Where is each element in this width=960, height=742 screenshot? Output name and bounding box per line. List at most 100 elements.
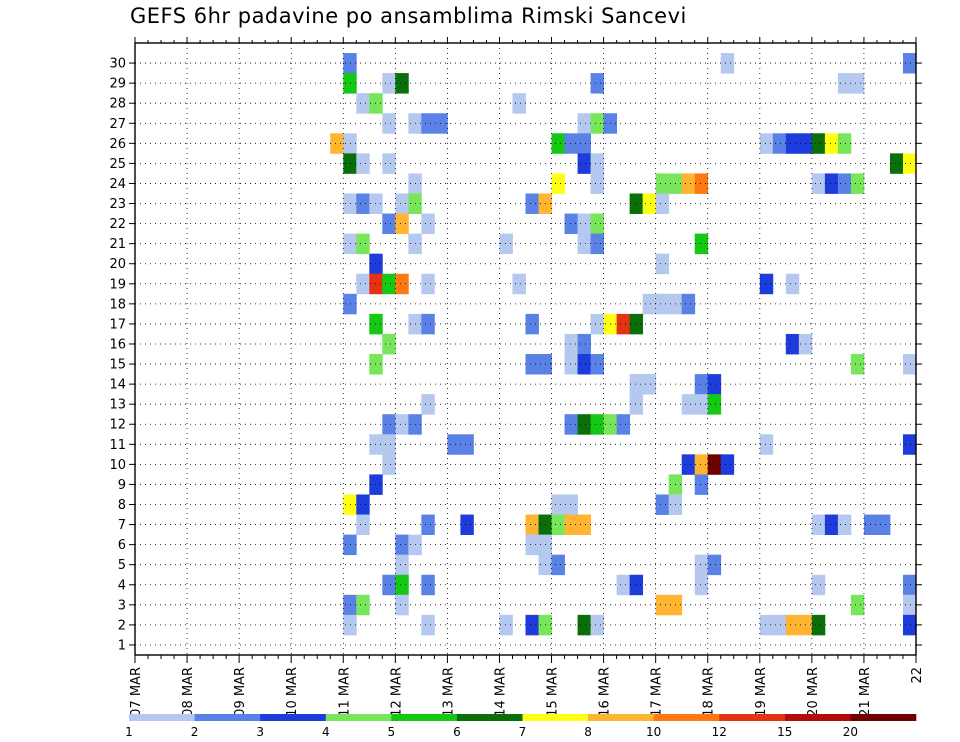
y-tick-label: 19 [109,277,126,292]
heatmap-cell [694,173,709,194]
heatmap-cell [655,193,670,214]
heatmap-cell [681,293,696,315]
heatmap-cell [512,93,526,114]
heatmap-cell [681,173,696,194]
y-tick-label: 16 [109,337,126,352]
heatmap-cell [707,554,722,576]
heatmap-cell [629,193,644,214]
heatmap-cell [694,474,709,495]
heatmap-cell [902,434,917,455]
heatmap-cell [577,414,591,435]
heatmap-cell [343,193,357,214]
heatmap-cell [616,414,631,435]
heatmap-cell [850,73,865,94]
heatmap-cell [655,253,670,275]
y-tick-label: 28 [109,97,126,112]
heatmap-cell [369,313,383,335]
y-tick-label: 30 [109,57,126,72]
y-tick-label: 24 [109,177,126,192]
heatmap-cell [811,574,826,596]
y-tick-label: 1 [118,638,126,653]
heatmap-cell [395,213,409,235]
heatmap-cell [356,193,370,214]
heatmap-cell [616,574,631,596]
heatmap-cell [382,434,396,455]
heatmap-cell [629,574,644,596]
heatmap-cell [902,153,917,174]
legend-label: 15 [777,725,792,739]
heatmap-cell [707,454,722,475]
chart-title: GEFS 6hr padavine po ansamblima Rimski S… [130,4,687,28]
y-tick-label: 27 [109,117,126,132]
y-tick-label: 7 [118,518,126,533]
heatmap-cell [785,614,800,636]
heatmap-cell [642,374,657,395]
heatmap-cell [824,173,839,194]
heatmap-cell [382,333,396,355]
heatmap-cell [382,454,396,475]
heatmap-cell [369,354,383,375]
y-tick-label: 25 [109,157,126,172]
heatmap-cell [655,494,670,515]
heatmap-cell [811,133,826,154]
y-tick-label: 22 [109,217,126,232]
legend-swatch [325,714,392,721]
legend-swatch [522,714,589,721]
heatmap-cell [551,133,565,154]
heatmap-cell [850,173,865,194]
legend-label: 3 [256,725,264,739]
heatmap-cell [525,313,539,335]
y-tick-label: 20 [109,257,126,272]
heatmap-cell [395,594,409,616]
heatmap-cell [577,133,591,154]
x-tick-label: 18 MAR [702,667,717,717]
heatmap-cell [369,434,383,455]
heatmap-cell [590,354,604,375]
heatmap-cell [525,514,539,536]
legend-swatch [850,714,917,721]
heatmap-cell [525,534,539,556]
heatmap-cell [681,394,696,415]
heatmap-cell [525,614,539,636]
heatmap-cell [577,233,591,255]
heatmap-cell [785,133,800,154]
heatmap-cell [421,514,435,536]
x-tick-label: 17 MAR [650,667,665,717]
heatmap-cell [590,614,604,636]
heatmap-cell [629,374,644,395]
heatmap-cell [824,514,839,536]
y-tick-label: 5 [118,558,126,573]
heatmap-cell [499,233,513,255]
legend-label: 2 [191,725,199,739]
heatmap-cell [759,273,774,295]
heatmap-cell [564,333,578,355]
heatmap-cell [837,173,852,194]
heatmap-cell [395,534,409,556]
heatmap-cell [356,273,370,295]
heatmap-cell [694,394,709,415]
heatmap-cell [694,233,709,255]
y-tick-label: 11 [109,438,126,453]
heatmap-cell [395,414,409,435]
heatmap-cell [382,213,396,235]
x-tick-label: 11 MAR [337,667,352,717]
x-tick-label: 15 MAR [546,667,561,717]
heatmap-cell [564,514,578,536]
x-tick-label: 07 MAR [129,667,144,717]
heatmap-cell [902,594,917,616]
heatmap-cell [343,133,357,154]
legend-label: 10 [646,725,661,739]
heatmap-cell [694,574,709,596]
y-tick-label: 29 [109,77,126,92]
heatmap-cell [369,273,383,295]
heatmap-cell [889,153,904,174]
heatmap-cell [551,514,565,536]
heatmap-cell [577,153,591,174]
heatmap-cell [343,153,357,174]
heatmap-cell [577,113,591,134]
heatmap-cell [902,354,917,375]
heatmap-cell [850,594,865,616]
heatmap-cell [369,474,383,495]
heatmap-cell [421,614,435,636]
heatmap-cell [421,273,435,295]
